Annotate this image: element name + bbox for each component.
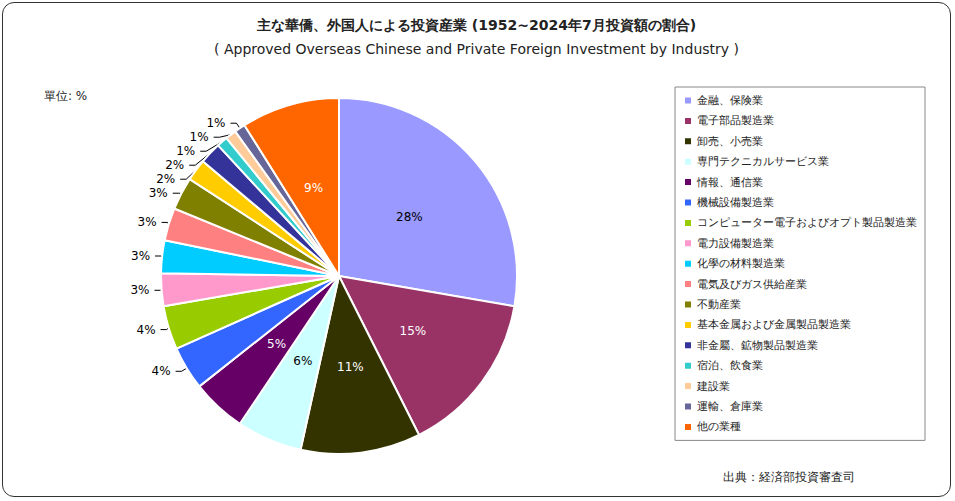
svg-text:4%: 4% (152, 364, 171, 378)
svg-text:建設業: 建設業 (696, 380, 730, 393)
svg-text:6%: 6% (293, 354, 312, 368)
svg-text:1%: 1% (176, 144, 195, 158)
svg-text:コンピューター電子およびオプト製品製造業: コンピューター電子およびオプト製品製造業 (697, 216, 917, 229)
svg-text:情報、通信業: 情報、通信業 (696, 176, 763, 189)
svg-text:電力設備製造業: 電力設備製造業 (697, 237, 774, 250)
svg-text:9%: 9% (304, 181, 323, 195)
svg-text:28%: 28% (396, 210, 423, 224)
svg-text:運輸、倉庫業: 運輸、倉庫業 (697, 400, 763, 413)
svg-text:3%: 3% (130, 283, 149, 297)
svg-text:基本金属および金属製品製造業: 基本金属および金属製品製造業 (697, 318, 851, 331)
svg-text:3%: 3% (149, 186, 168, 200)
svg-text:5%: 5% (267, 337, 286, 351)
svg-text:4%: 4% (136, 323, 155, 337)
svg-text:卸売、小売業: 卸売、小売業 (697, 135, 763, 148)
svg-text:2%: 2% (165, 158, 184, 172)
svg-text:2%: 2% (156, 172, 175, 186)
svg-text:3%: 3% (138, 215, 157, 229)
svg-text:化學の材料製造業: 化學の材料製造業 (697, 257, 785, 270)
svg-text:非金屬、鉱物製品製造業: 非金屬、鉱物製品製造業 (697, 339, 818, 352)
svg-text:専門テクニカルサービス業: 専門テクニカルサービス業 (697, 155, 829, 168)
svg-text:出典：経済部投資審査司: 出典：経済部投資審査司 (723, 470, 855, 484)
svg-text:1%: 1% (190, 130, 209, 144)
svg-text:宿泊、飲食業: 宿泊、飲食業 (697, 359, 763, 372)
svg-text:11%: 11% (337, 360, 364, 374)
svg-text:不動産業: 不動産業 (697, 298, 741, 311)
svg-text:主な華僑、外国人による投資産業 (1952~2024年7月投: 主な華僑、外国人による投資産業 (1952~2024年7月投資額の割合) (256, 17, 696, 33)
svg-text:他の業種: 他の業種 (697, 420, 741, 433)
svg-text:1%: 1% (206, 116, 225, 130)
svg-text:電気及びガス供給産業: 電気及びガス供給産業 (697, 278, 807, 291)
svg-text:3%: 3% (131, 249, 150, 263)
svg-text:單位: %: 單位: % (44, 89, 87, 103)
svg-text:電子部品製造業: 電子部品製造業 (697, 114, 774, 127)
svg-text:( Approved Overseas Chinese an: ( Approved Overseas Chinese and Private … (214, 41, 739, 57)
svg-text:金融、保険業: 金融、保険業 (697, 94, 763, 107)
svg-text:機械設備製造業: 機械設備製造業 (697, 196, 774, 209)
svg-text:15%: 15% (400, 324, 427, 338)
